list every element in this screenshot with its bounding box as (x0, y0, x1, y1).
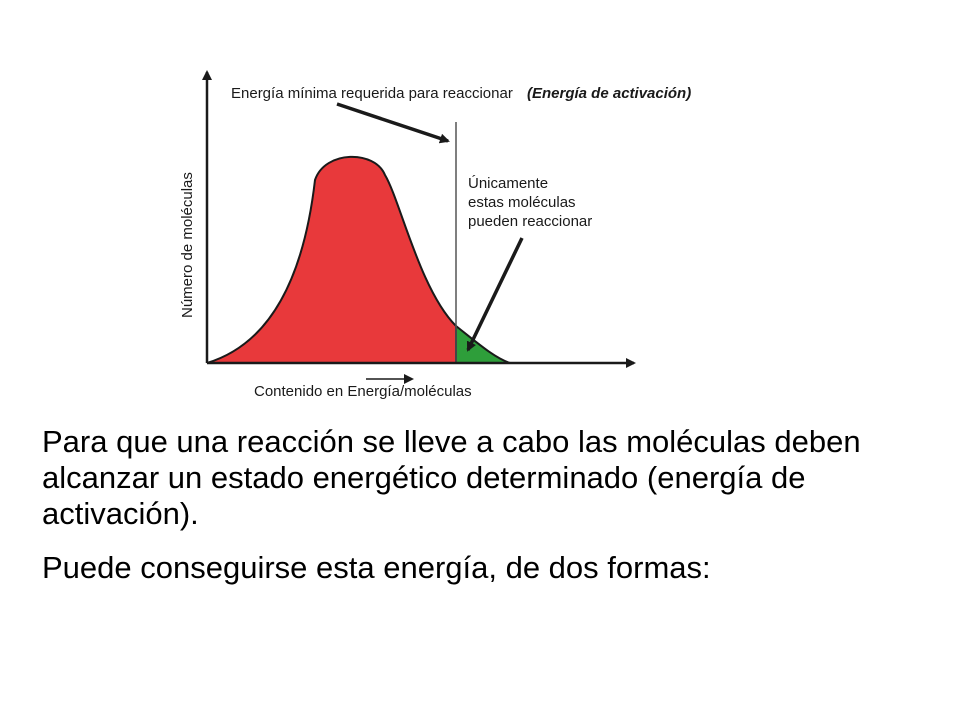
side-note-line-2: estas moléculas (468, 194, 576, 211)
side-note-line-3: pueden reaccionar (468, 213, 592, 230)
activation-pointer-arrow (336, 102, 450, 144)
x-axis-label: Contenido en Energía/moléculas (254, 383, 472, 400)
reacting-molecules-area (455, 323, 511, 364)
side-note-line-1: Únicamente (468, 175, 548, 192)
activation-energy-diagram: Energía mínima requerida para reaccionar… (179, 70, 691, 400)
y-axis-label: Número de moléculas (179, 172, 196, 318)
top-label-emphasis: (Energía de activación) (527, 85, 691, 102)
activation-energy-label: Energía mínima requerida para reaccionar… (231, 85, 691, 102)
energy-distribution-area (206, 155, 457, 364)
reacting-pointer-arrow (466, 237, 524, 352)
methods-intro-paragraph: Puede conseguirse esta energía, de dos f… (42, 550, 711, 585)
explanation-paragraph: Para que una reacción se lleve a cabo la… (42, 424, 861, 531)
side-note: Únicamente estas moléculas pueden reacci… (468, 175, 592, 230)
top-label-text: Energía mínima requerida para reaccionar (231, 85, 513, 102)
